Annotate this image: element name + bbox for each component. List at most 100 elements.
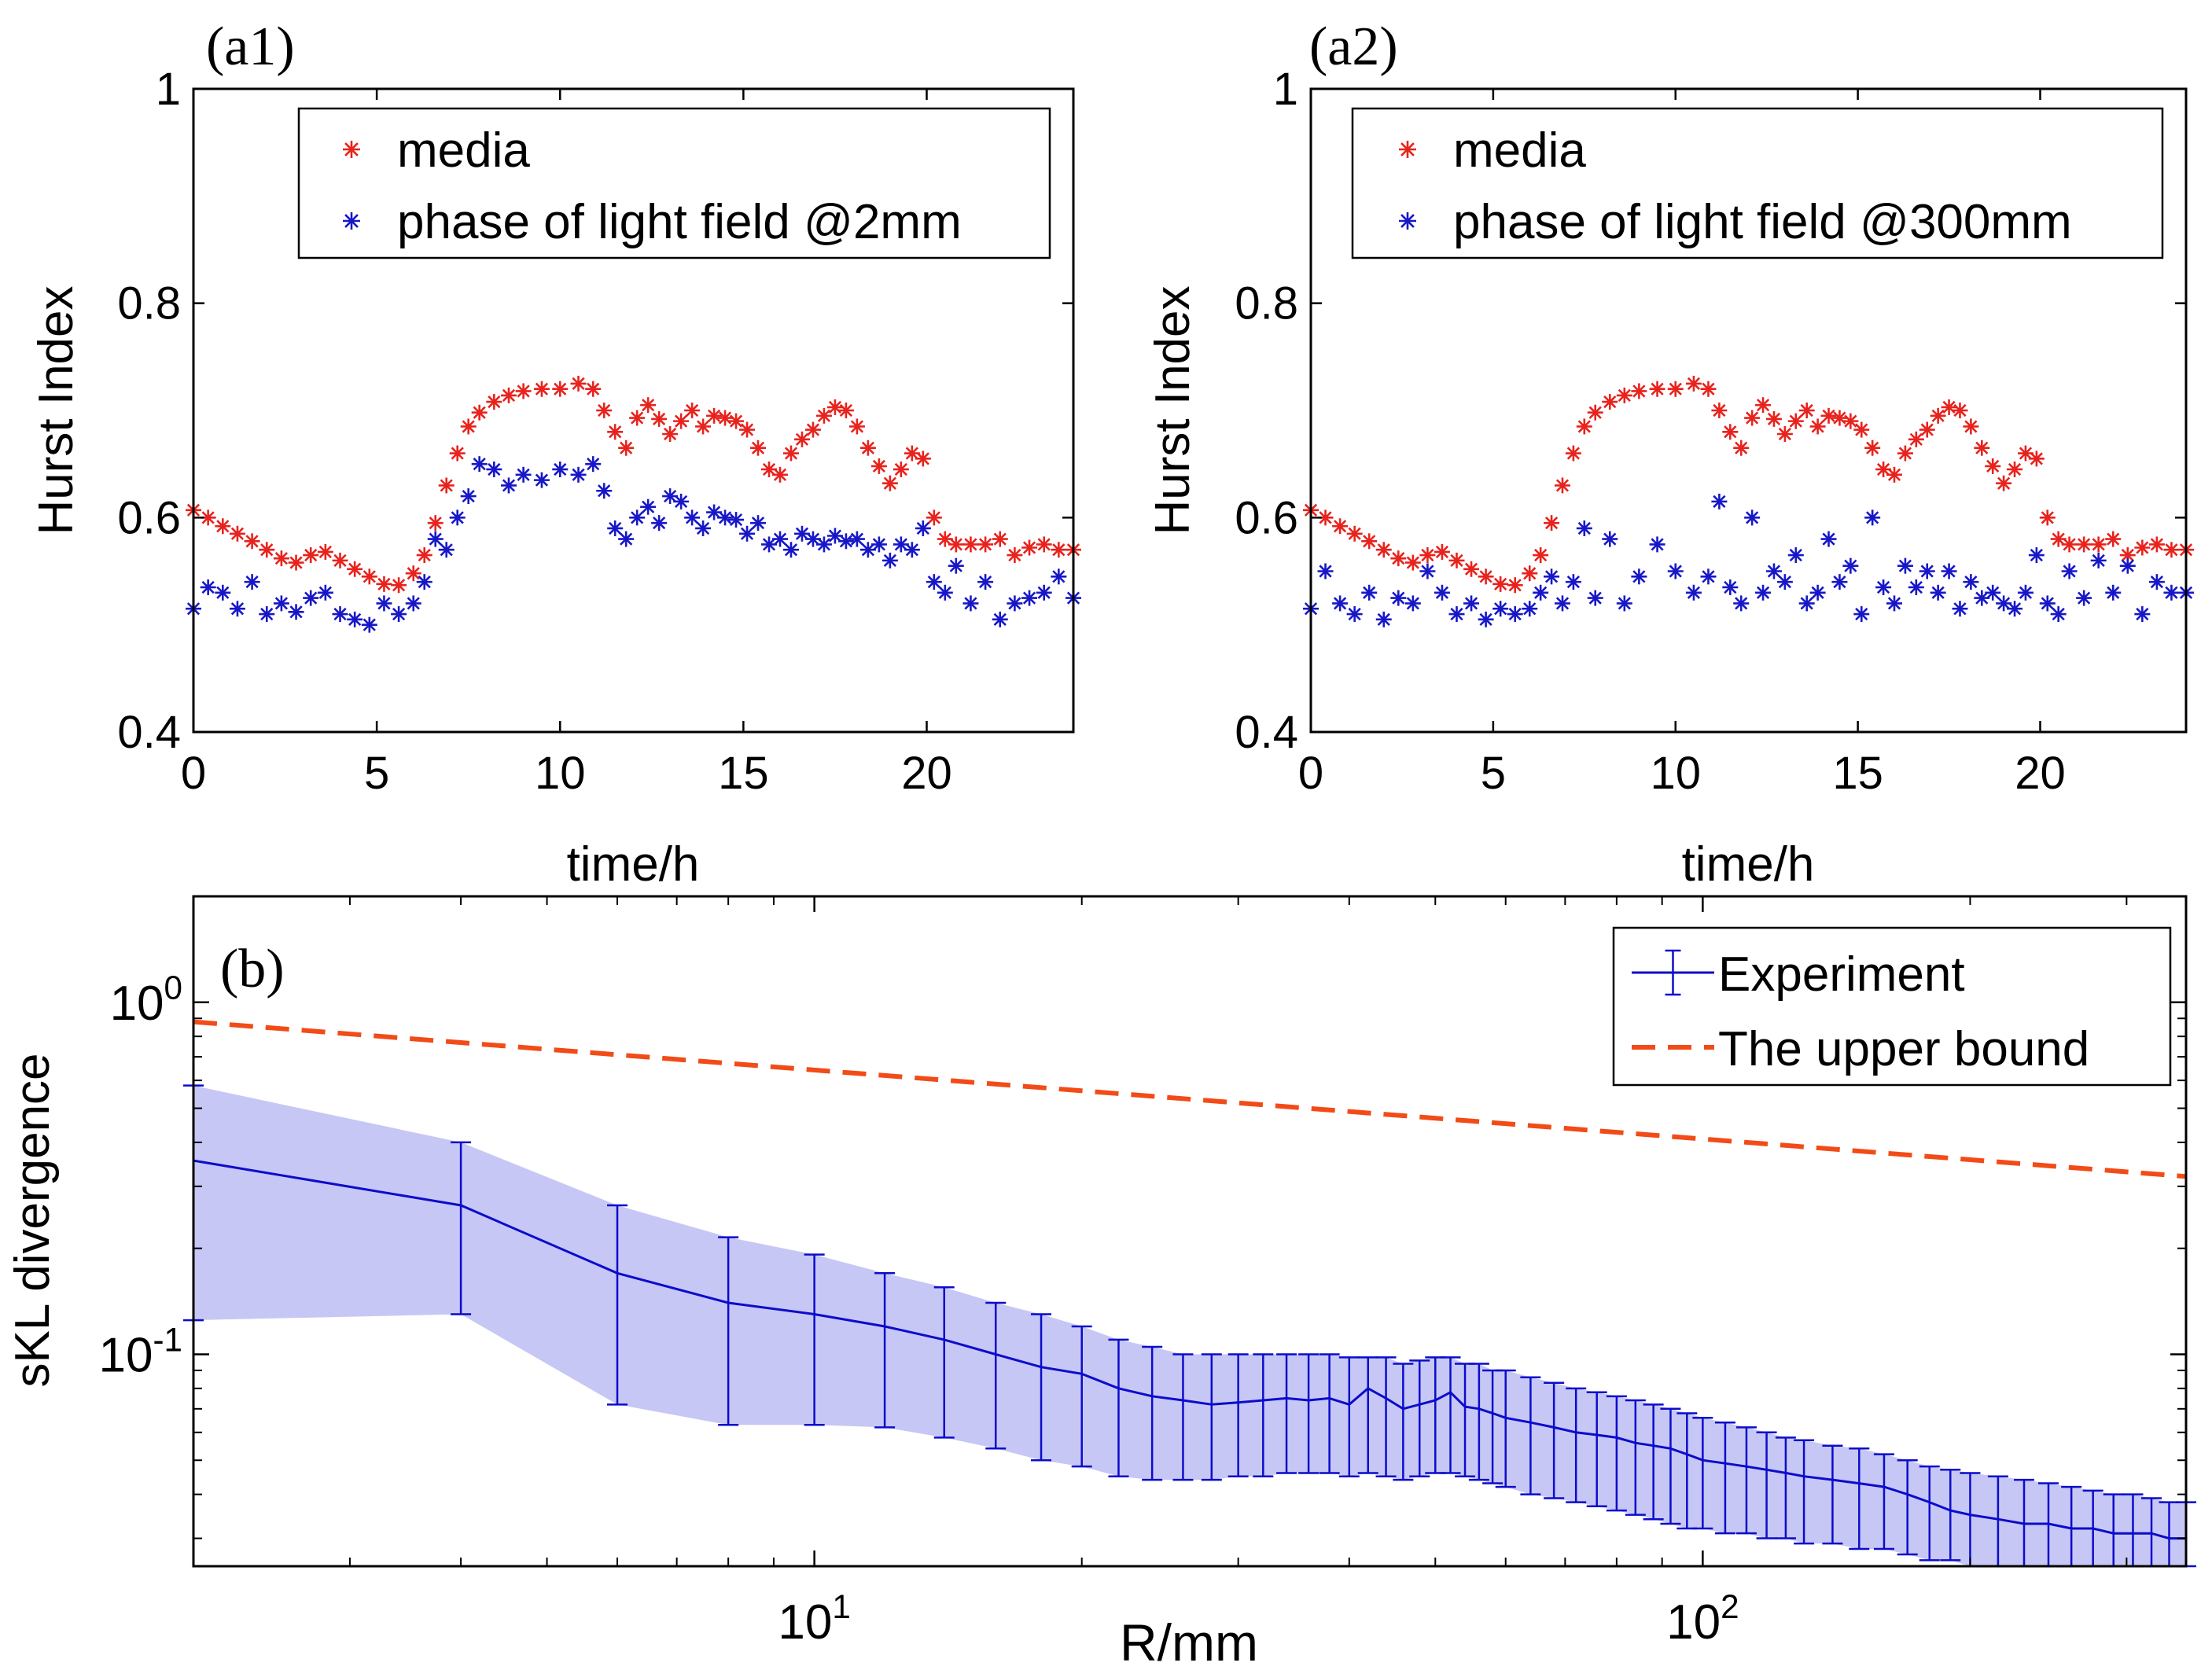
point-a1-s1-38-stroke-3 [696, 521, 710, 535]
xtick-label-a1-4: 20 [901, 748, 952, 799]
point-a2-s1-7-stroke-3 [1406, 597, 1419, 610]
point-a1-s0-11 [347, 561, 363, 577]
point-a2-s1-45 [1886, 595, 1902, 612]
point-a2-s0-7 [1404, 554, 1421, 571]
point-a1-s0-19 [449, 445, 466, 462]
point-a1-s0-39 [706, 407, 723, 424]
point-a2-s1-17 [1544, 568, 1560, 585]
point-a1-s0-5-stroke-3 [260, 543, 274, 557]
point-a1-s1-63 [977, 574, 994, 590]
point-a1-s0-9 [317, 543, 333, 560]
errorbar-23 [1409, 1359, 1430, 1477]
point-a1-s1-29-stroke-3 [598, 484, 611, 498]
point-a1-s0-10-stroke-3 [333, 554, 347, 567]
point-a1-s0-55 [881, 475, 898, 491]
point-a2-s1-31-stroke-3 [1735, 597, 1748, 610]
point-a2-s0-37-stroke-3 [1800, 403, 1813, 418]
point-a2-s1-50-stroke-3 [1942, 565, 1956, 578]
point-a1-s0-19-stroke-3 [451, 447, 464, 460]
point-a2-s0-59 [2039, 509, 2056, 526]
point-a1-s0-5 [259, 542, 275, 558]
plot-area-a1 [186, 375, 1081, 633]
point-a1-s0-47-stroke-3 [795, 432, 809, 446]
point-a2-s1-19 [1565, 574, 1581, 590]
point-a1-s0-15 [405, 565, 421, 582]
point-a2-s1-2-stroke-3 [1333, 597, 1347, 610]
legend-line-experiment [1632, 949, 1714, 996]
ylabel-b: sKL divergence [6, 1053, 60, 1387]
point-a1-s1-28-stroke-3 [587, 458, 600, 471]
point-a2-s1-41 [1842, 557, 1859, 574]
point-a2-s1-32-stroke-3 [1746, 511, 1759, 524]
point-a2-s1-67 [2148, 574, 2165, 590]
point-a2-s0-2-stroke-3 [1333, 520, 1347, 533]
point-a1-s1-21 [471, 456, 488, 473]
point-a2-s0-3 [1346, 525, 1363, 542]
point-a1-s1-4-stroke-3 [245, 576, 259, 589]
point-a2-s1-18-stroke-3 [1555, 597, 1570, 610]
point-a2-s0-40-stroke-3 [1833, 411, 1846, 425]
ytick-label-a1-0: 0.4 [117, 707, 181, 758]
point-a2-s0-31 [1733, 440, 1750, 456]
point-a2-s1-45-stroke-3 [1887, 597, 1901, 610]
point-a1-s0-67-stroke-3 [1037, 538, 1051, 551]
errorbar-40 [1714, 1421, 1735, 1535]
point-a1-s1-35-stroke-3 [664, 489, 677, 503]
errorbar-46 [1849, 1447, 1870, 1550]
point-a2-s1-2 [1332, 595, 1349, 612]
point-a2-s0-66 [2134, 539, 2151, 556]
point-a1-s1-51-stroke-3 [839, 535, 853, 548]
point-a1-s0-50 [826, 399, 843, 415]
point-a1-s0-14 [391, 577, 407, 594]
point-a1-s0-10 [332, 552, 348, 568]
errorbar-17 [1298, 1353, 1319, 1474]
legend-marker-phase-a1-glyph-stroke-3 [344, 214, 359, 228]
point-a1-s0-25-stroke-3 [535, 382, 549, 395]
point-a1-s0-55-stroke-3 [883, 476, 896, 490]
ytick-label-a2-2: 0.8 [1235, 278, 1298, 329]
point-a1-s1-4 [244, 574, 260, 590]
legend-marker-media-a1 [343, 141, 360, 158]
legend-label-phase-a1: phase of light field @2mm [397, 195, 962, 249]
point-a1-s1-55-stroke-3 [883, 554, 896, 567]
point-a2-s1-57 [2017, 584, 2033, 601]
point-a1-s1-8 [303, 590, 319, 606]
point-a1-s1-56 [893, 536, 909, 553]
point-a2-s1-30-stroke-3 [1724, 580, 1737, 594]
point-a2-s0-25 [1649, 381, 1665, 397]
point-a1-s1-9-stroke-3 [318, 586, 332, 599]
point-a1-s1-41 [728, 512, 745, 528]
point-a2-s1-3 [1346, 606, 1363, 623]
point-a1-s0-8-stroke-3 [304, 548, 318, 562]
errorbar-48 [1897, 1458, 1918, 1556]
point-a2-s1-52 [1963, 574, 1979, 590]
point-a2-s0-9 [1434, 543, 1450, 560]
point-a2-s0-56 [2007, 461, 2023, 477]
errorbar-33 [1586, 1391, 1607, 1508]
point-a1-s0-66 [1021, 539, 1038, 556]
point-a2-s1-3-stroke-3 [1348, 607, 1361, 621]
point-a1-s1-57 [904, 542, 920, 558]
point-a2-s0-28 [1700, 381, 1717, 397]
point-a2-s1-15 [1522, 601, 1538, 617]
point-a1-s1-1 [200, 579, 216, 595]
point-a2-s1-51-stroke-3 [1953, 602, 1967, 616]
point-a2-s0-25-stroke-3 [1651, 382, 1664, 395]
legend-box-b [1612, 926, 2172, 1087]
point-a1-s0-41-stroke-3 [729, 414, 743, 428]
point-a2-s0-43-stroke-3 [1866, 441, 1879, 454]
point-a2-s0-17-stroke-3 [1544, 517, 1559, 530]
point-a2-s1-40-stroke-3 [1833, 576, 1846, 589]
point-a1-s1-47 [793, 525, 810, 542]
point-a1-s0-68-stroke-3 [1052, 543, 1066, 557]
ytick-label-a1-2: 0.8 [117, 278, 181, 329]
point-a1-s0-65-stroke-3 [1008, 548, 1021, 562]
point-a1-s1-14-stroke-3 [392, 607, 406, 621]
point-a1-s0-68 [1051, 542, 1067, 558]
point-a1-s0-46 [782, 445, 799, 462]
point-a1-s0-63-stroke-3 [978, 538, 992, 551]
point-a2-s1-37-stroke-3 [1800, 597, 1813, 610]
xtick-label-a1-2: 10 [535, 748, 586, 799]
point-a2-s0-57-stroke-3 [2019, 447, 2033, 460]
point-a2-s0-4 [1361, 533, 1378, 550]
